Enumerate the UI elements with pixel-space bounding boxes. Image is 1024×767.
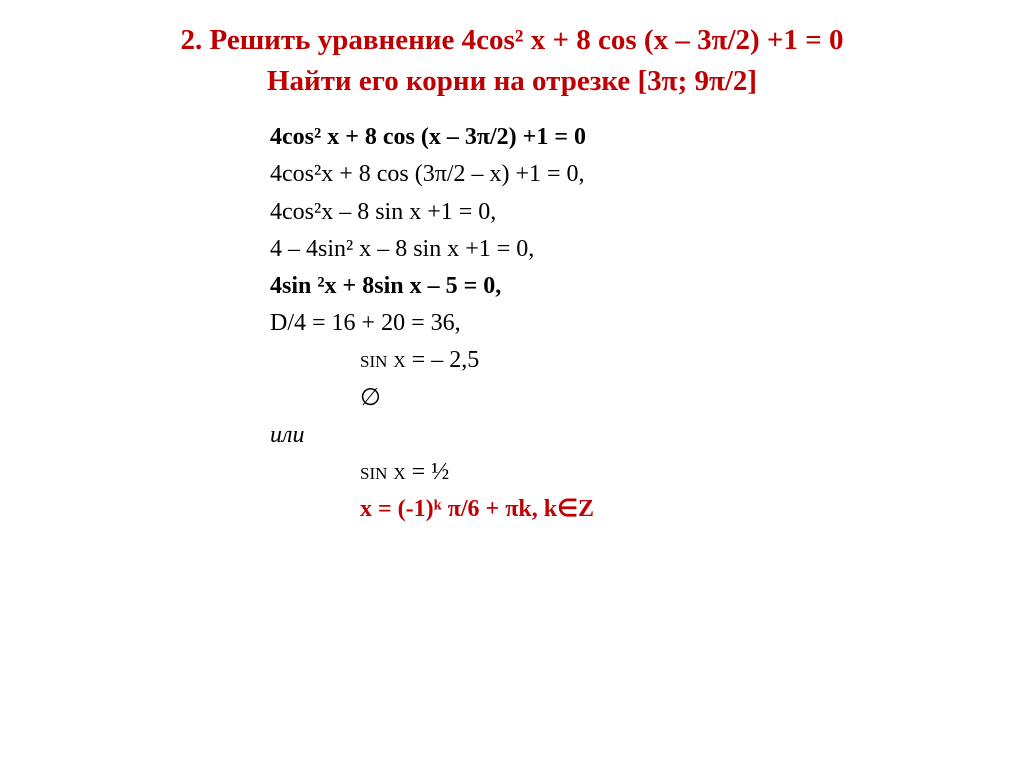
step-5: 4sin ²x + 8sin x – 5 = 0,	[270, 268, 984, 305]
step-8: ∅	[270, 380, 984, 417]
step-7: sin x = – 2,5	[270, 342, 984, 379]
title-line-1: 2. Решить уравнение 4cos² x + 8 cos (x –…	[40, 20, 984, 61]
problem-title: 2. Решить уравнение 4cos² x + 8 cos (x –…	[40, 20, 984, 101]
title-line-2: Найти его корни на отрезке [3π; 9π/2]	[40, 61, 984, 102]
step-1: 4cos² x + 8 cos (x – 3π/2) +1 = 0	[270, 119, 984, 156]
step-2: 4cos²x + 8 cos (3π/2 – x) +1 = 0,	[270, 156, 984, 193]
step-4: 4 – 4sin² x – 8 sin x +1 = 0,	[270, 231, 984, 268]
step-6: D/4 = 16 + 20 = 36,	[270, 305, 984, 342]
step-3: 4cos²x – 8 sin x +1 = 0,	[270, 194, 984, 231]
solution-body: 4cos² x + 8 cos (x – 3π/2) +1 = 0 4cos²x…	[270, 119, 984, 528]
step-answer: x = (-1)ᵏ π/6 + πk, k∈Z	[270, 491, 984, 528]
step-9: sin x = ½	[270, 454, 984, 491]
step-or: или	[270, 417, 984, 454]
